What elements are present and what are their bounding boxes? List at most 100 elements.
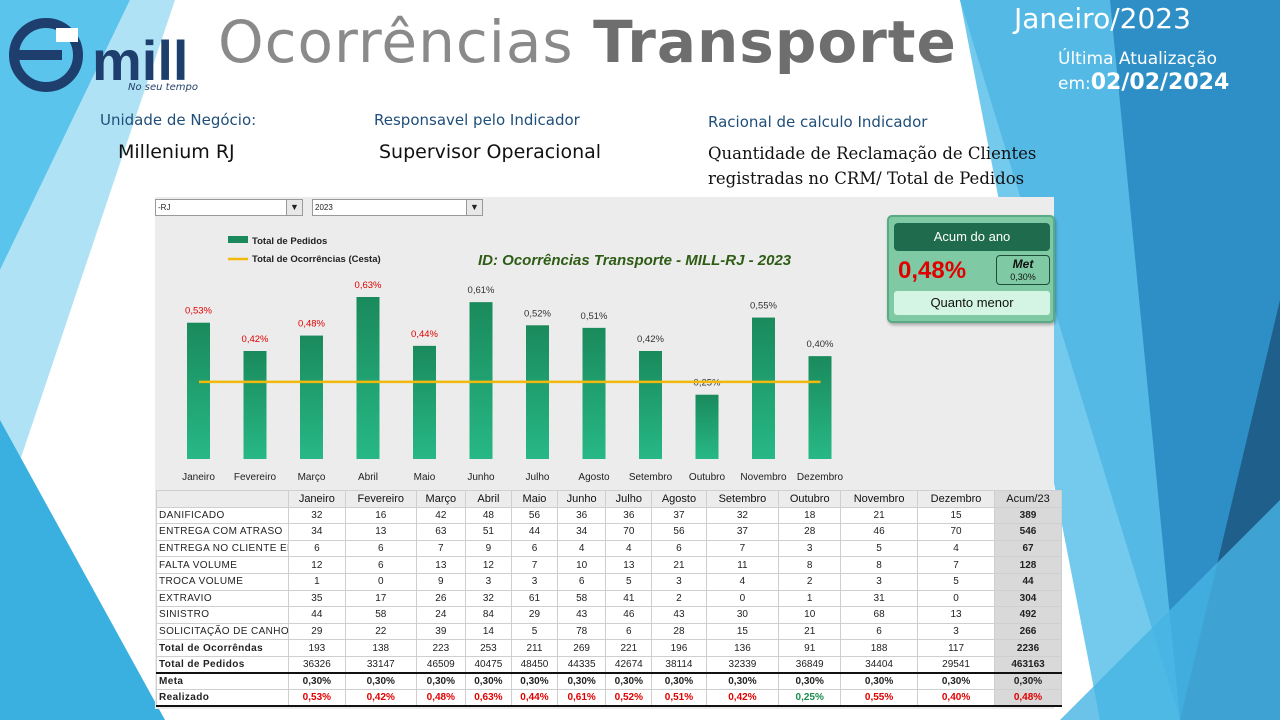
table-cell: 7: [917, 556, 996, 574]
accumulated-cell: 0,48%: [994, 689, 1062, 708]
x-tick-label: Dezembro: [797, 472, 844, 483]
table-cell: 1: [288, 572, 346, 591]
table-cell: 21: [840, 506, 919, 525]
table-cell: 70: [917, 523, 996, 541]
table-cell: 43: [651, 606, 707, 624]
table-cell: 6: [605, 622, 653, 641]
table-cell: 3: [840, 572, 919, 591]
column-header: Outubro: [778, 490, 842, 508]
bar-outubro: [695, 394, 719, 459]
year-dropdown[interactable]: 2023 ▼: [312, 199, 483, 216]
table-cell: 3: [651, 572, 707, 591]
table-cell: 42: [415, 506, 466, 525]
x-tick-label: Julho: [526, 472, 550, 483]
table-cell: 0: [344, 572, 417, 591]
rational-label: Racional de calculo Indicador: [708, 113, 928, 131]
table-cell: 21: [778, 622, 842, 641]
table-cell: 0,30%: [917, 672, 996, 691]
table-row: TROCA VOLUME 1 0 9 3 3 6 5 3 4 2 3 5 44: [156, 572, 1062, 591]
table-cell: 35: [288, 589, 346, 608]
table-cell: 0,30%: [415, 672, 466, 691]
table-cell: 58: [556, 589, 607, 608]
table-cell: 51: [464, 523, 512, 541]
year-dropdown-value: 2023: [315, 203, 333, 212]
column-header: Agosto: [651, 490, 707, 508]
table-cell: 16: [344, 506, 417, 525]
table-cell: 0,30%: [344, 672, 417, 691]
table-cell: 29541: [917, 655, 996, 674]
table-cell: 0,52%: [605, 689, 653, 708]
table-cell: 253: [464, 639, 512, 657]
data-label: 0,25%: [694, 378, 721, 389]
kpi-footer: Quanto menor: [894, 291, 1050, 315]
table-cell: 4: [917, 539, 996, 558]
table-cell: 58: [344, 606, 417, 624]
table-cell: 13: [344, 523, 417, 541]
legend-swatch-pedidos: [228, 236, 248, 243]
column-header: Junho: [556, 490, 607, 508]
update-prefix: em:: [1058, 74, 1091, 94]
x-tick-label: Novembro: [740, 472, 787, 483]
table-cell: 46: [840, 523, 919, 541]
table-cell: 0,44%: [510, 689, 559, 708]
table-cell: 221: [605, 639, 653, 657]
logo-bar: [18, 50, 62, 60]
table-cell: 6: [510, 539, 559, 558]
row-label: Meta: [156, 672, 289, 691]
chart-area: Total de Pedidos Total de Ocorrências (C…: [182, 236, 844, 483]
table-cell: 0,61%: [556, 689, 607, 708]
table-row: Total de Ocorrêndas 193 138 223 253 211 269 221…: [156, 639, 1062, 657]
table-cell: 3: [464, 572, 512, 591]
table-cell: 28: [778, 523, 842, 541]
column-header: Janeiro: [288, 490, 346, 508]
table-cell: 0,55%: [840, 689, 919, 708]
table-cell: 56: [651, 523, 707, 541]
data-label: 0,53%: [185, 306, 212, 317]
accumulated-cell: 546: [994, 523, 1062, 541]
table-cell: 0,25%: [778, 689, 842, 708]
table-cell: 41: [605, 589, 653, 608]
table-cell: 5: [510, 622, 559, 641]
table-cell: 28: [651, 622, 707, 641]
table-row: Meta 0,30% 0,30% 0,30% 0,30% 0,30% 0,30% 0,30% 0…: [156, 672, 1062, 691]
table-cell: 0,30%: [556, 672, 607, 691]
chevron-down-icon[interactable]: ▼: [466, 200, 482, 215]
row-label: ENTREGA COM ATRASO: [156, 523, 289, 541]
row-label: Total de Pedidos: [156, 655, 289, 674]
table-cell: 0,42%: [705, 689, 780, 708]
table-cell: 0: [917, 589, 996, 608]
occurrences-table: Janeiro Fevereiro Março Abril Maio Junho Julho…: [156, 490, 1062, 708]
accumulated-cell: 44: [994, 572, 1062, 591]
table-cell: 11: [705, 556, 780, 574]
table-cell: 0,30%: [651, 672, 707, 691]
column-header: Setembro: [705, 490, 780, 508]
x-tick-label: Setembro: [629, 472, 673, 483]
table-cell: 0: [705, 589, 780, 608]
table-cell: 56: [510, 506, 559, 525]
table-cell: 2: [651, 589, 707, 608]
bar-dezembro: [808, 356, 832, 459]
table-cell: 13: [605, 556, 653, 574]
table-cell: 8: [778, 556, 842, 574]
table-cell: 9: [415, 572, 466, 591]
header-corner: [156, 490, 289, 508]
column-header: Julho: [605, 490, 653, 508]
unit-dropdown-value: -RJ: [158, 203, 171, 212]
chevron-down-icon[interactable]: ▼: [286, 200, 302, 215]
table-cell: 91: [778, 639, 842, 657]
column-header: Maio: [510, 490, 559, 508]
table-cell: 211: [510, 639, 559, 657]
x-tick-label: Agosto: [578, 472, 610, 483]
table-cell: 70: [605, 523, 653, 541]
x-tick-label: Outubro: [689, 472, 726, 483]
table-cell: 15: [705, 622, 780, 641]
table-cell: 1: [778, 589, 842, 608]
legend-label-ocorrencias: Total de Ocorrências (Cesta): [252, 254, 381, 265]
bar-março: [300, 335, 323, 459]
table-cell: 38114: [651, 655, 707, 674]
table-cell: 29: [288, 622, 346, 641]
bar-agosto: [582, 327, 606, 459]
unit-dropdown[interactable]: -RJ ▼: [155, 199, 303, 216]
table-cell: 138: [344, 639, 417, 657]
table-cell: 18: [778, 506, 842, 525]
